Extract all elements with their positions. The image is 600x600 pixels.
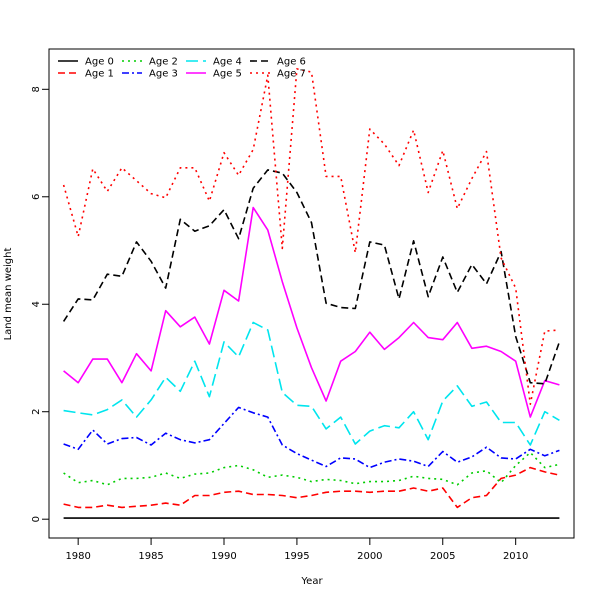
y-tick-label: 8 <box>31 86 42 92</box>
legend-label-age-2: Age 2 <box>149 57 178 68</box>
legend-label-age-0: Age 0 <box>85 57 114 68</box>
series-line-age-7 <box>62 68 560 406</box>
x-tick-label: 1980 <box>65 551 90 562</box>
plot-area <box>48 48 575 539</box>
series-line-age-4 <box>63 321 560 446</box>
series-layer <box>62 68 561 519</box>
legend-label-age-4: Age 4 <box>213 57 242 68</box>
x-tick-label: 1995 <box>284 551 309 562</box>
x-tick-label: 2010 <box>503 551 528 562</box>
series-line-age-3 <box>63 406 560 469</box>
legend-label-age-1: Age 1 <box>85 69 114 80</box>
series-line-age-2 <box>63 451 560 486</box>
y-axis: 0 2 4 6 8 <box>31 86 49 522</box>
series-line-age-6 <box>62 169 561 385</box>
x-axis: 1980 1985 1990 1995 2000 2005 2010 <box>65 537 528 562</box>
legend-label-age-7: Age 7 <box>277 69 306 80</box>
x-axis-title: Year <box>300 576 323 587</box>
y-tick-label: 4 <box>31 301 42 307</box>
y-tick-label: 6 <box>31 194 42 200</box>
x-tick-label: 2000 <box>357 551 382 562</box>
x-tick-label: 1990 <box>211 551 236 562</box>
legend-label-age-5: Age 5 <box>213 69 242 80</box>
series-line-age-1 <box>63 466 560 509</box>
y-tick-label: 0 <box>31 516 42 522</box>
legend-label-age-6: Age 6 <box>277 57 306 68</box>
y-tick-label: 2 <box>31 409 42 415</box>
series-line-age-5 <box>63 206 560 418</box>
y-axis-title: Land mean weight <box>3 248 14 341</box>
x-tick-label: 2005 <box>430 551 455 562</box>
x-tick-label: 1985 <box>138 551 163 562</box>
legend-label-age-3: Age 3 <box>149 69 178 80</box>
